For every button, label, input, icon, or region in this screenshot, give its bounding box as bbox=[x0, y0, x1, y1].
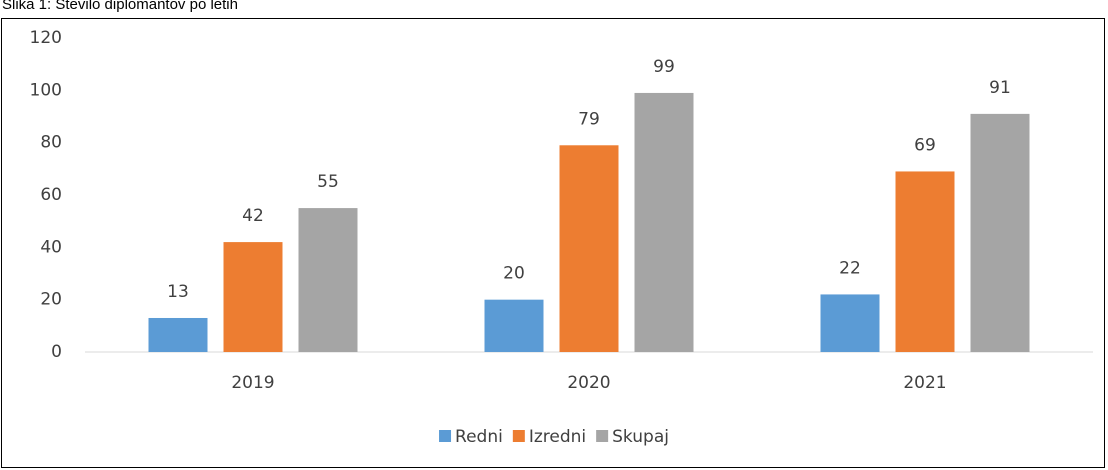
bar bbox=[895, 171, 955, 352]
legend-label: Skupaj bbox=[612, 427, 669, 447]
bar bbox=[820, 294, 880, 352]
data-label: 42 bbox=[242, 206, 264, 226]
y-tick-label: 40 bbox=[40, 237, 62, 257]
legend-label: Redni bbox=[455, 427, 503, 447]
legend-swatch bbox=[512, 430, 525, 442]
data-label: 69 bbox=[914, 135, 936, 155]
data-label: 99 bbox=[653, 57, 675, 77]
legend-swatch bbox=[439, 430, 452, 442]
legend-label: Izredni bbox=[529, 427, 586, 447]
data-label: 13 bbox=[167, 282, 189, 302]
bar bbox=[484, 299, 544, 352]
y-tick-label: 100 bbox=[30, 80, 62, 100]
x-tick-label: 2020 bbox=[567, 373, 610, 393]
data-label: 20 bbox=[503, 264, 525, 284]
x-tick-label: 2019 bbox=[231, 373, 274, 393]
data-label: 91 bbox=[989, 78, 1011, 98]
data-label: 55 bbox=[317, 172, 339, 192]
y-tick-label: 80 bbox=[40, 133, 62, 153]
x-tick-label: 2021 bbox=[903, 373, 946, 393]
chart-title: Slika 1: Število diplomantov po letih bbox=[2, 0, 238, 13]
data-label: 79 bbox=[578, 109, 600, 129]
bar bbox=[298, 208, 358, 352]
data-label: 22 bbox=[839, 258, 861, 278]
bar bbox=[223, 242, 283, 352]
y-tick-label: 60 bbox=[40, 185, 62, 205]
bar bbox=[559, 145, 619, 352]
y-tick-label: 20 bbox=[40, 290, 62, 310]
bar bbox=[148, 317, 208, 352]
y-tick-label: 120 bbox=[30, 28, 62, 48]
y-tick-label: 0 bbox=[51, 342, 62, 362]
legend-swatch bbox=[596, 430, 609, 442]
bar bbox=[634, 92, 694, 352]
bar bbox=[970, 113, 1030, 352]
